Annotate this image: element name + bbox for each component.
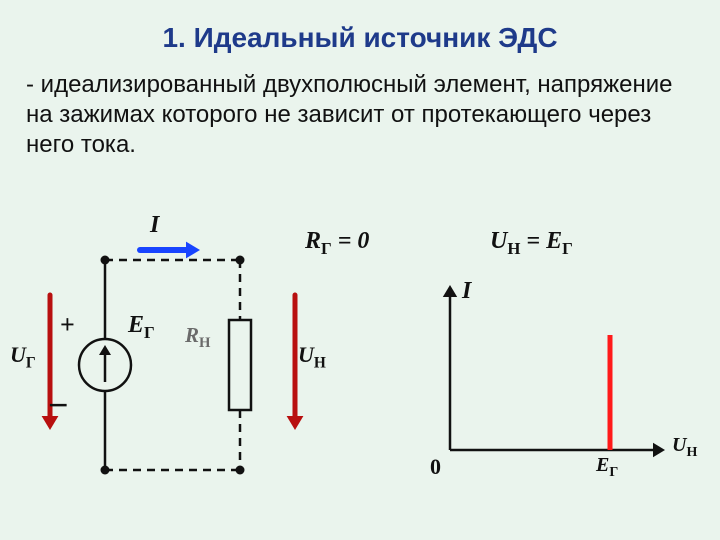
label-emf-eg: EГ	[128, 312, 155, 343]
graph-axis-i: I	[462, 278, 471, 305]
label-voltage-un: UН	[298, 342, 326, 372]
label-voltage-ug: UГ	[10, 342, 36, 372]
label-current-i: I	[150, 212, 159, 239]
graph-axis-un: UН	[672, 434, 697, 461]
label-minus-terminal: −	[48, 384, 69, 426]
graph-origin-zero: 0	[430, 454, 441, 480]
graph-label-eg: EГ	[596, 454, 618, 481]
label-load-rn: RН	[185, 323, 210, 352]
label-plus-terminal: +	[60, 310, 75, 340]
